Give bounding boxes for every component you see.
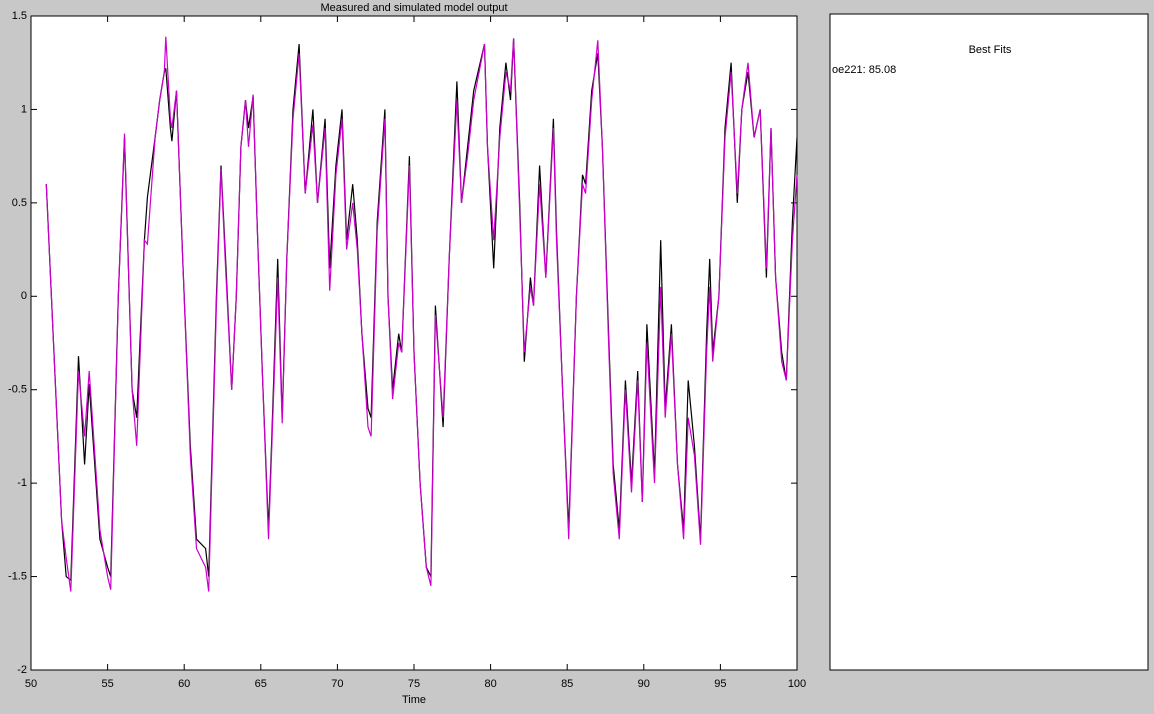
y-tick-label: 1.5 <box>12 10 27 22</box>
legend-title: Best Fits <box>969 44 1012 56</box>
y-tick-label: 0.5 <box>12 197 27 209</box>
x-axis-label: Time <box>402 694 426 706</box>
x-tick-label: 85 <box>561 678 573 690</box>
series-line <box>45 36 798 592</box>
y-tick-label: -1 <box>17 477 27 489</box>
x-tick-label: 95 <box>714 678 726 690</box>
x-tick-label: 100 <box>788 678 806 690</box>
x-tick-label: 70 <box>331 678 343 690</box>
y-tick-label: -0.5 <box>8 384 27 396</box>
x-tick-label: 60 <box>178 678 190 690</box>
x-tick-label: 80 <box>484 678 496 690</box>
x-tick-label: 55 <box>101 678 113 690</box>
x-tick-label: 90 <box>638 678 650 690</box>
x-tick-label: 65 <box>255 678 267 690</box>
y-tick-label: -1.5 <box>8 570 27 582</box>
y-tick-label: 1 <box>21 103 27 115</box>
legend-entry: oe221: 85.08 <box>832 64 896 76</box>
y-tick-label: 0 <box>21 290 27 302</box>
y-tick-label: -2 <box>17 664 27 676</box>
x-tick-label: 50 <box>25 678 37 690</box>
x-tick-label: 75 <box>408 678 420 690</box>
legend-panel <box>829 13 1149 671</box>
chart-title: Measured and simulated model output <box>320 2 507 14</box>
